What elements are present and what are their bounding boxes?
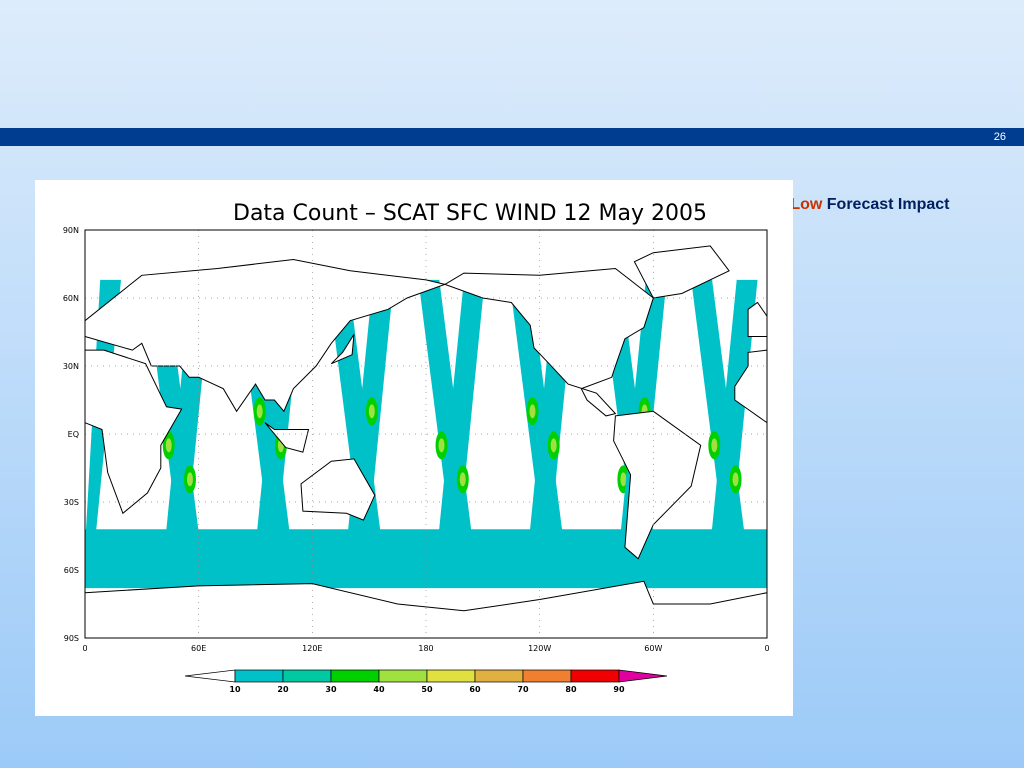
density-blob: [165, 438, 172, 453]
lon-label: 0: [764, 644, 769, 653]
lat-label: 90N: [63, 226, 79, 235]
lat-label: EQ: [68, 430, 79, 439]
lat-label: 60N: [63, 294, 79, 303]
density-blob: [711, 438, 718, 453]
map-frame: [84, 229, 768, 639]
landmass: [330, 334, 355, 365]
colorbar-label: 70: [517, 685, 529, 694]
density-blob: [438, 438, 445, 453]
colorbar-cell: [474, 669, 524, 683]
landmass: [264, 422, 310, 453]
lat-label: 60S: [64, 566, 79, 575]
landmass: [747, 301, 768, 337]
lon-label: 120E: [302, 644, 322, 653]
lon-label: 60E: [191, 644, 206, 653]
colorbar-cell: [330, 669, 380, 683]
landmass: [300, 458, 376, 521]
density-blob: [368, 404, 375, 419]
landmass: [613, 410, 702, 560]
swath: [85, 529, 767, 589]
lon-label: 120W: [528, 644, 551, 653]
colorbar: 10 20 30 40 50 60 70 80 90: [184, 669, 668, 694]
slide-number: 26: [993, 131, 1006, 143]
colorbar-label: 90: [613, 685, 625, 694]
density-blob: [459, 472, 466, 487]
landmass: [84, 258, 447, 413]
lat-label: 30S: [64, 498, 79, 507]
density-blob: [620, 472, 627, 487]
lon-label: 180: [418, 644, 433, 653]
header-bar: [0, 128, 1024, 146]
swath: [710, 279, 758, 548]
density-blob: [256, 404, 263, 419]
colorbar-label: 20: [277, 685, 289, 694]
lon-label: 0: [82, 644, 87, 653]
map-title: Data Count – SCAT SFC WIND 12 May 2005: [233, 201, 707, 226]
colorbar-label: 40: [373, 685, 385, 694]
colorbar-cell: [570, 669, 620, 683]
density-blob: [186, 472, 193, 487]
lon-label: 60W: [644, 644, 662, 653]
colorbar-label: 60: [469, 685, 481, 694]
swath: [437, 279, 485, 548]
lat-label: 90S: [64, 634, 79, 643]
colorbar-cell: [426, 669, 476, 683]
colorbar-cell: [234, 669, 284, 683]
colorbar-label: 30: [325, 685, 337, 694]
density-blob: [732, 472, 739, 487]
colorbar-cell: [282, 669, 332, 683]
lat-label: 30N: [63, 362, 79, 371]
impact-label: Forecast Impact: [826, 196, 950, 213]
colorbar-label: 50: [421, 685, 433, 694]
density-blob: [529, 404, 536, 419]
colorbar-label: 10: [229, 685, 241, 694]
landmass: [443, 267, 654, 417]
landmass: [633, 245, 730, 299]
colorbar-cell: [522, 669, 572, 683]
colorbar-cell: [378, 669, 428, 683]
colorbar-label: 80: [565, 685, 577, 694]
colorbar-high: [618, 669, 668, 683]
density-blob: [550, 438, 557, 453]
